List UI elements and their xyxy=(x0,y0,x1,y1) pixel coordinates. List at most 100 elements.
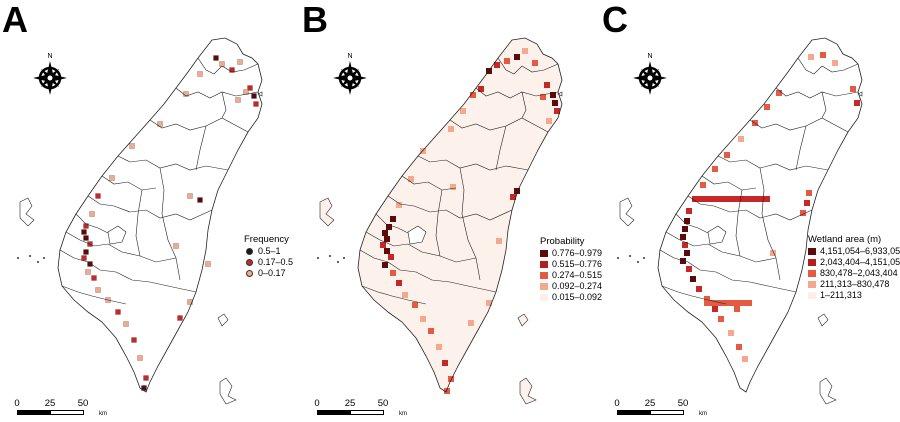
grid-cell xyxy=(448,126,454,132)
grid-cell xyxy=(686,208,692,214)
scale-unit: km xyxy=(99,411,107,417)
scale-segment xyxy=(650,410,684,415)
grid-cell xyxy=(390,216,396,222)
county-boundary xyxy=(175,87,259,99)
grid-cell xyxy=(129,143,135,149)
islet xyxy=(219,377,237,405)
islet xyxy=(557,91,563,97)
islet xyxy=(629,255,631,257)
panel-a: A N Frequency 0.5–1 0.17–0.5 0–0.17 0 25… xyxy=(0,0,300,421)
grid-cell xyxy=(390,270,396,276)
legend-swatch xyxy=(540,283,548,290)
grid-cell xyxy=(690,276,696,282)
grid-cell xyxy=(83,249,89,255)
legend-label: 0.274–0.515 xyxy=(552,270,603,280)
grid-cell xyxy=(115,309,121,315)
county-boundary xyxy=(117,155,229,171)
islet xyxy=(343,257,345,259)
grid-cell xyxy=(734,306,740,312)
legend-swatch xyxy=(808,248,816,255)
grid-cell xyxy=(173,243,179,249)
county-boundary xyxy=(87,195,213,221)
legend-title: Frequency xyxy=(244,234,289,245)
legend-item: 0.015–0.092 xyxy=(540,292,602,303)
legend-item: 0.5–1 xyxy=(244,246,293,257)
grid-cell xyxy=(388,254,394,260)
grid-cell xyxy=(532,60,538,66)
compass-north-label: N xyxy=(47,53,52,60)
grid-cell xyxy=(682,242,688,248)
grid-cell xyxy=(89,211,95,217)
taiwan-land xyxy=(658,38,862,392)
grid-cell xyxy=(680,258,686,264)
grid-cell xyxy=(382,262,388,268)
grid-cell xyxy=(187,299,193,305)
grid-cell xyxy=(468,320,474,326)
legend-label: 0–0.17 xyxy=(258,268,286,278)
grid-cell xyxy=(682,226,688,232)
compass-icon: N xyxy=(633,53,667,95)
legend: Wetland area (m) 4,151,054–6,933,050 2,0… xyxy=(808,234,900,301)
grid-cell xyxy=(251,93,257,99)
grid-cell xyxy=(710,300,716,306)
grid-cell xyxy=(752,196,758,202)
islet xyxy=(637,261,639,263)
grid-cell xyxy=(85,269,91,275)
legend-swatch xyxy=(540,261,548,268)
grid-cell xyxy=(486,300,492,306)
grid-cell xyxy=(95,193,101,199)
grid-cell xyxy=(504,58,510,64)
county-boundary xyxy=(159,167,181,281)
coastline xyxy=(657,37,863,393)
grid-cell xyxy=(746,196,752,202)
county-boundary xyxy=(775,87,859,99)
grid-cell xyxy=(87,261,93,267)
grid-cell xyxy=(247,85,253,91)
county-boundary xyxy=(687,195,813,221)
legend-item: 0.274–0.515 xyxy=(540,270,602,281)
coastline xyxy=(57,37,263,393)
islet xyxy=(19,197,35,227)
scale-unit: km xyxy=(699,411,707,417)
legend-label: 0.776–0.979 xyxy=(552,248,603,258)
scale-tick-label: 25 xyxy=(344,398,356,409)
grid-cell xyxy=(444,388,450,394)
grid-cell xyxy=(237,59,243,65)
grid-cell xyxy=(692,196,698,202)
county-boundary xyxy=(495,125,507,171)
grid-cell xyxy=(412,302,418,308)
islet xyxy=(517,313,529,327)
legend-swatch xyxy=(808,281,816,288)
legend-swatch xyxy=(246,248,253,255)
county-boundary xyxy=(65,231,177,263)
grid-cell xyxy=(710,196,716,202)
scale-bar: 0 25 50 km xyxy=(314,398,407,422)
grid-cell xyxy=(804,200,810,206)
grid-cell xyxy=(137,355,143,361)
grid-cell xyxy=(219,61,225,67)
legend-title: Wetland area (m) xyxy=(808,234,882,245)
grid-cell xyxy=(402,292,408,298)
scale-segment xyxy=(617,410,650,415)
county-boundary xyxy=(659,249,797,293)
scale-tick-label: 0 xyxy=(614,398,620,409)
grid-cell xyxy=(716,300,722,306)
taiwan-map: N xyxy=(17,37,263,405)
legend-label: 830,478–2,043,404 xyxy=(820,268,898,278)
legend-swatch xyxy=(246,259,253,266)
scale-unit: km xyxy=(399,411,407,417)
islet xyxy=(819,377,837,405)
grid-cell xyxy=(546,118,552,124)
county-boundary xyxy=(195,125,207,171)
grid-cell xyxy=(758,196,764,202)
grid-cell xyxy=(386,224,392,230)
grid-cell xyxy=(81,229,87,235)
islet xyxy=(519,377,537,405)
islet xyxy=(317,257,319,259)
grid-cell xyxy=(197,71,203,77)
county-boundary xyxy=(365,231,477,263)
county-boundary xyxy=(759,167,781,281)
scale-tick-label: 25 xyxy=(644,398,656,409)
grid-cell xyxy=(764,196,770,202)
county-boundary xyxy=(135,189,143,257)
